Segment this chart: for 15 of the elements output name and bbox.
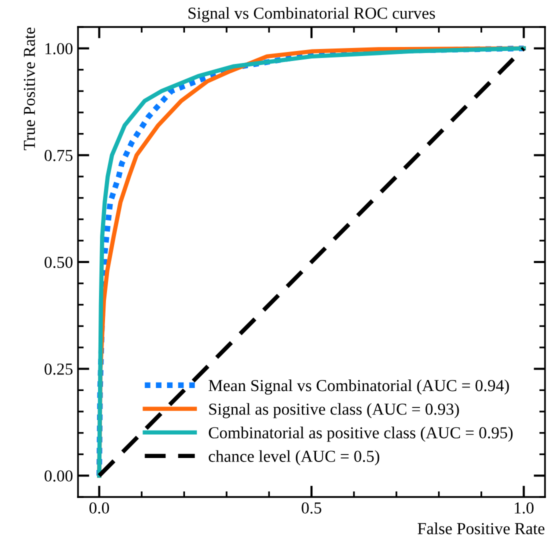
y-axis-title: True Positive Rate bbox=[24, 28, 36, 150]
legend-label: Combinatorial as positive class (AUC = 0.95) bbox=[208, 426, 513, 442]
legend-label: chance level (AUC = 0.5) bbox=[208, 450, 380, 466]
y-tick-label: 0.50 bbox=[44, 256, 73, 268]
legend-label: Mean Signal vs Combinatorial (AUC = 0.94) bbox=[208, 379, 509, 395]
y-tick-label: 0.00 bbox=[44, 470, 73, 482]
y-tick-label: 1.00 bbox=[45, 43, 73, 54]
x-axis-title: False Positive Rate bbox=[418, 522, 544, 534]
x-tick-label: 1.0 bbox=[514, 502, 534, 514]
y-tick-label: 0.75 bbox=[44, 150, 72, 162]
x-tick-label: 0.5 bbox=[302, 502, 322, 514]
y-tick-label: 0.25 bbox=[44, 364, 72, 375]
chart-title: Signal vs Combinatorial ROC curves bbox=[188, 7, 435, 22]
x-tick-label: 0.0 bbox=[89, 502, 110, 514]
legend-label: Signal as positive class (AUC = 0.93) bbox=[209, 403, 459, 418]
